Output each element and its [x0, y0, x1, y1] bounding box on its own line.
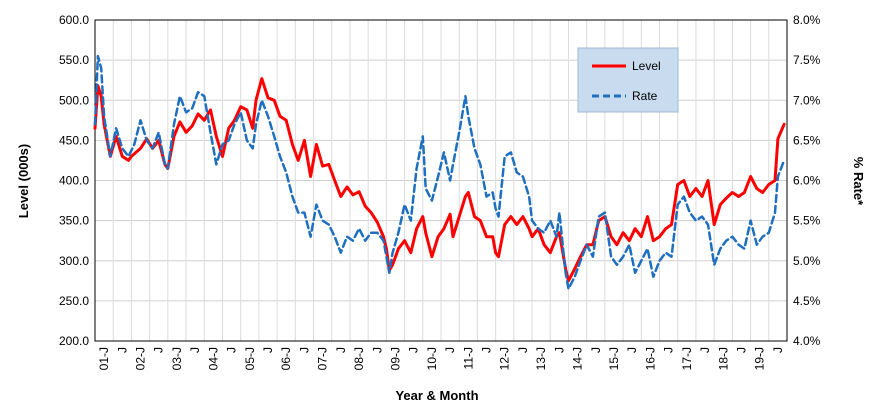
x-tick-label: J	[261, 347, 275, 353]
legend: Level Rate	[577, 47, 679, 113]
x-tick-label: J	[662, 347, 676, 353]
x-tick-label: 11-J	[461, 347, 475, 369]
x-tick-label: J	[152, 347, 166, 353]
x-tick-label: J	[552, 347, 566, 353]
y-right-tick-label: 8.0%	[793, 13, 821, 27]
x-tick-label: 06-J	[279, 347, 293, 370]
y-right-tick-label: 5.0%	[793, 254, 821, 268]
right-axis-tick-labels: 4.0% 4.5% 5.0% 5.5% 6.0% 6.5% 7.0% 7.5% 8.0%	[793, 13, 821, 348]
x-tick-label: 13-J	[534, 347, 548, 370]
x-tick-label: J	[225, 347, 239, 353]
x-tick-label: J	[516, 347, 530, 353]
x-tick-label: 10-J	[425, 347, 439, 370]
y-left-tick-label: 600.0	[59, 13, 89, 27]
y-right-tick-label: 7.0%	[793, 93, 821, 107]
y-axis-left-title: Level (000s)	[16, 144, 31, 218]
x-tick-label: J	[370, 347, 384, 353]
series-lines	[93, 54, 786, 291]
x-tick-label: 19-J	[753, 347, 767, 370]
series-line-rate	[93, 54, 786, 291]
x-tick-label: 03-J	[170, 347, 184, 370]
x-tick-label: J	[407, 347, 421, 353]
plot-border	[94, 19, 788, 342]
x-tick-label: 07-J	[316, 347, 330, 370]
y-right-tick-label: 7.5%	[793, 53, 821, 67]
x-tick-label: 04-J	[206, 347, 220, 370]
legend-level-label: Level	[632, 59, 661, 73]
x-tick-label: 12-J	[498, 347, 512, 370]
x-tick-label: J	[698, 347, 712, 353]
x-tick-label: 14-J	[571, 347, 585, 370]
x-tick-label: 18-J	[716, 347, 730, 370]
left-axis-tick-labels: 200.0 250.0 300.0 350.0 400.0 450.0 500.0 550.0…	[59, 13, 89, 348]
x-tick-label: 16-J	[643, 347, 657, 370]
gridlines	[94, 19, 788, 342]
x-tick-label: J	[734, 347, 748, 353]
x-axis-tick-labels: 01-J J 02-J J 03-J J 04-J J 05-J J 06-J J 07-J J 08-J J…	[97, 347, 785, 370]
y-left-tick-label: 350.0	[59, 214, 89, 228]
x-tick-label: 08-J	[352, 347, 366, 370]
y-left-tick-label: 400.0	[59, 174, 89, 188]
legend-box	[577, 47, 679, 113]
legend-rate-label: Rate	[632, 89, 658, 103]
x-tick-label: J	[115, 347, 129, 353]
y-left-tick-label: 550.0	[59, 53, 89, 67]
x-tick-label: J	[334, 347, 348, 353]
y-right-tick-label: 5.5%	[793, 214, 821, 228]
x-tick-label: J	[771, 347, 785, 353]
y-right-tick-label: 6.5%	[793, 133, 821, 147]
y-left-tick-label: 500.0	[59, 93, 89, 107]
y-right-tick-label: 6.0%	[793, 174, 821, 188]
x-tick-label: 17-J	[680, 347, 694, 370]
series-line-level	[93, 77, 786, 283]
x-tick-label: J	[589, 347, 603, 353]
y-left-tick-label: 200.0	[59, 334, 89, 348]
x-tick-label: J	[443, 347, 457, 353]
x-tick-label: 01-J	[97, 347, 111, 370]
x-tick-label: 02-J	[134, 347, 148, 370]
x-tick-label: 15-J	[607, 347, 621, 370]
x-tick-label: 09-J	[388, 347, 402, 370]
y-left-tick-label: 450.0	[59, 133, 89, 147]
y-axis-right-title: % Rate*	[851, 157, 866, 206]
y-right-tick-label: 4.5%	[793, 294, 821, 308]
x-tick-label: J	[188, 347, 202, 353]
x-tick-label: 05-J	[243, 347, 257, 370]
y-right-tick-label: 4.0%	[793, 334, 821, 348]
plot-area-border	[94, 19, 788, 342]
x-axis-title: Year & Month	[395, 388, 478, 403]
x-tick-label: J	[297, 347, 311, 353]
x-tick-label: J	[480, 347, 494, 353]
y-left-tick-label: 250.0	[59, 294, 89, 308]
y-left-tick-label: 300.0	[59, 254, 89, 268]
x-tick-label: J	[625, 347, 639, 353]
